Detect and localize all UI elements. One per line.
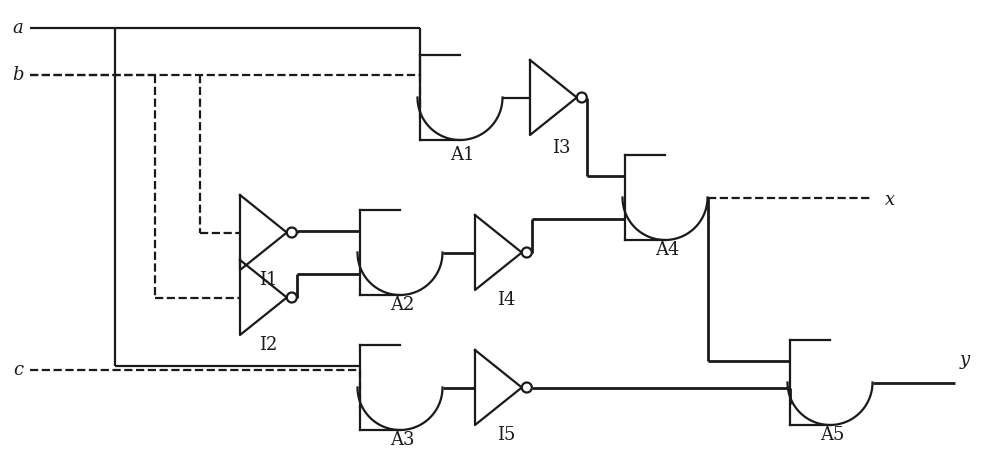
Text: A2: A2 [390,296,414,314]
Text: A1: A1 [450,146,474,164]
Text: I1: I1 [259,271,277,289]
Text: I4: I4 [497,291,515,309]
Text: I2: I2 [259,336,277,354]
Text: c: c [13,361,23,379]
Text: I5: I5 [497,426,515,444]
Text: A5: A5 [820,426,844,444]
Text: x: x [885,191,895,209]
Text: A3: A3 [390,431,414,449]
Text: y: y [960,351,970,369]
Text: a: a [13,19,23,37]
Text: I3: I3 [552,139,570,157]
Text: b: b [12,66,24,84]
Text: A4: A4 [655,241,679,259]
